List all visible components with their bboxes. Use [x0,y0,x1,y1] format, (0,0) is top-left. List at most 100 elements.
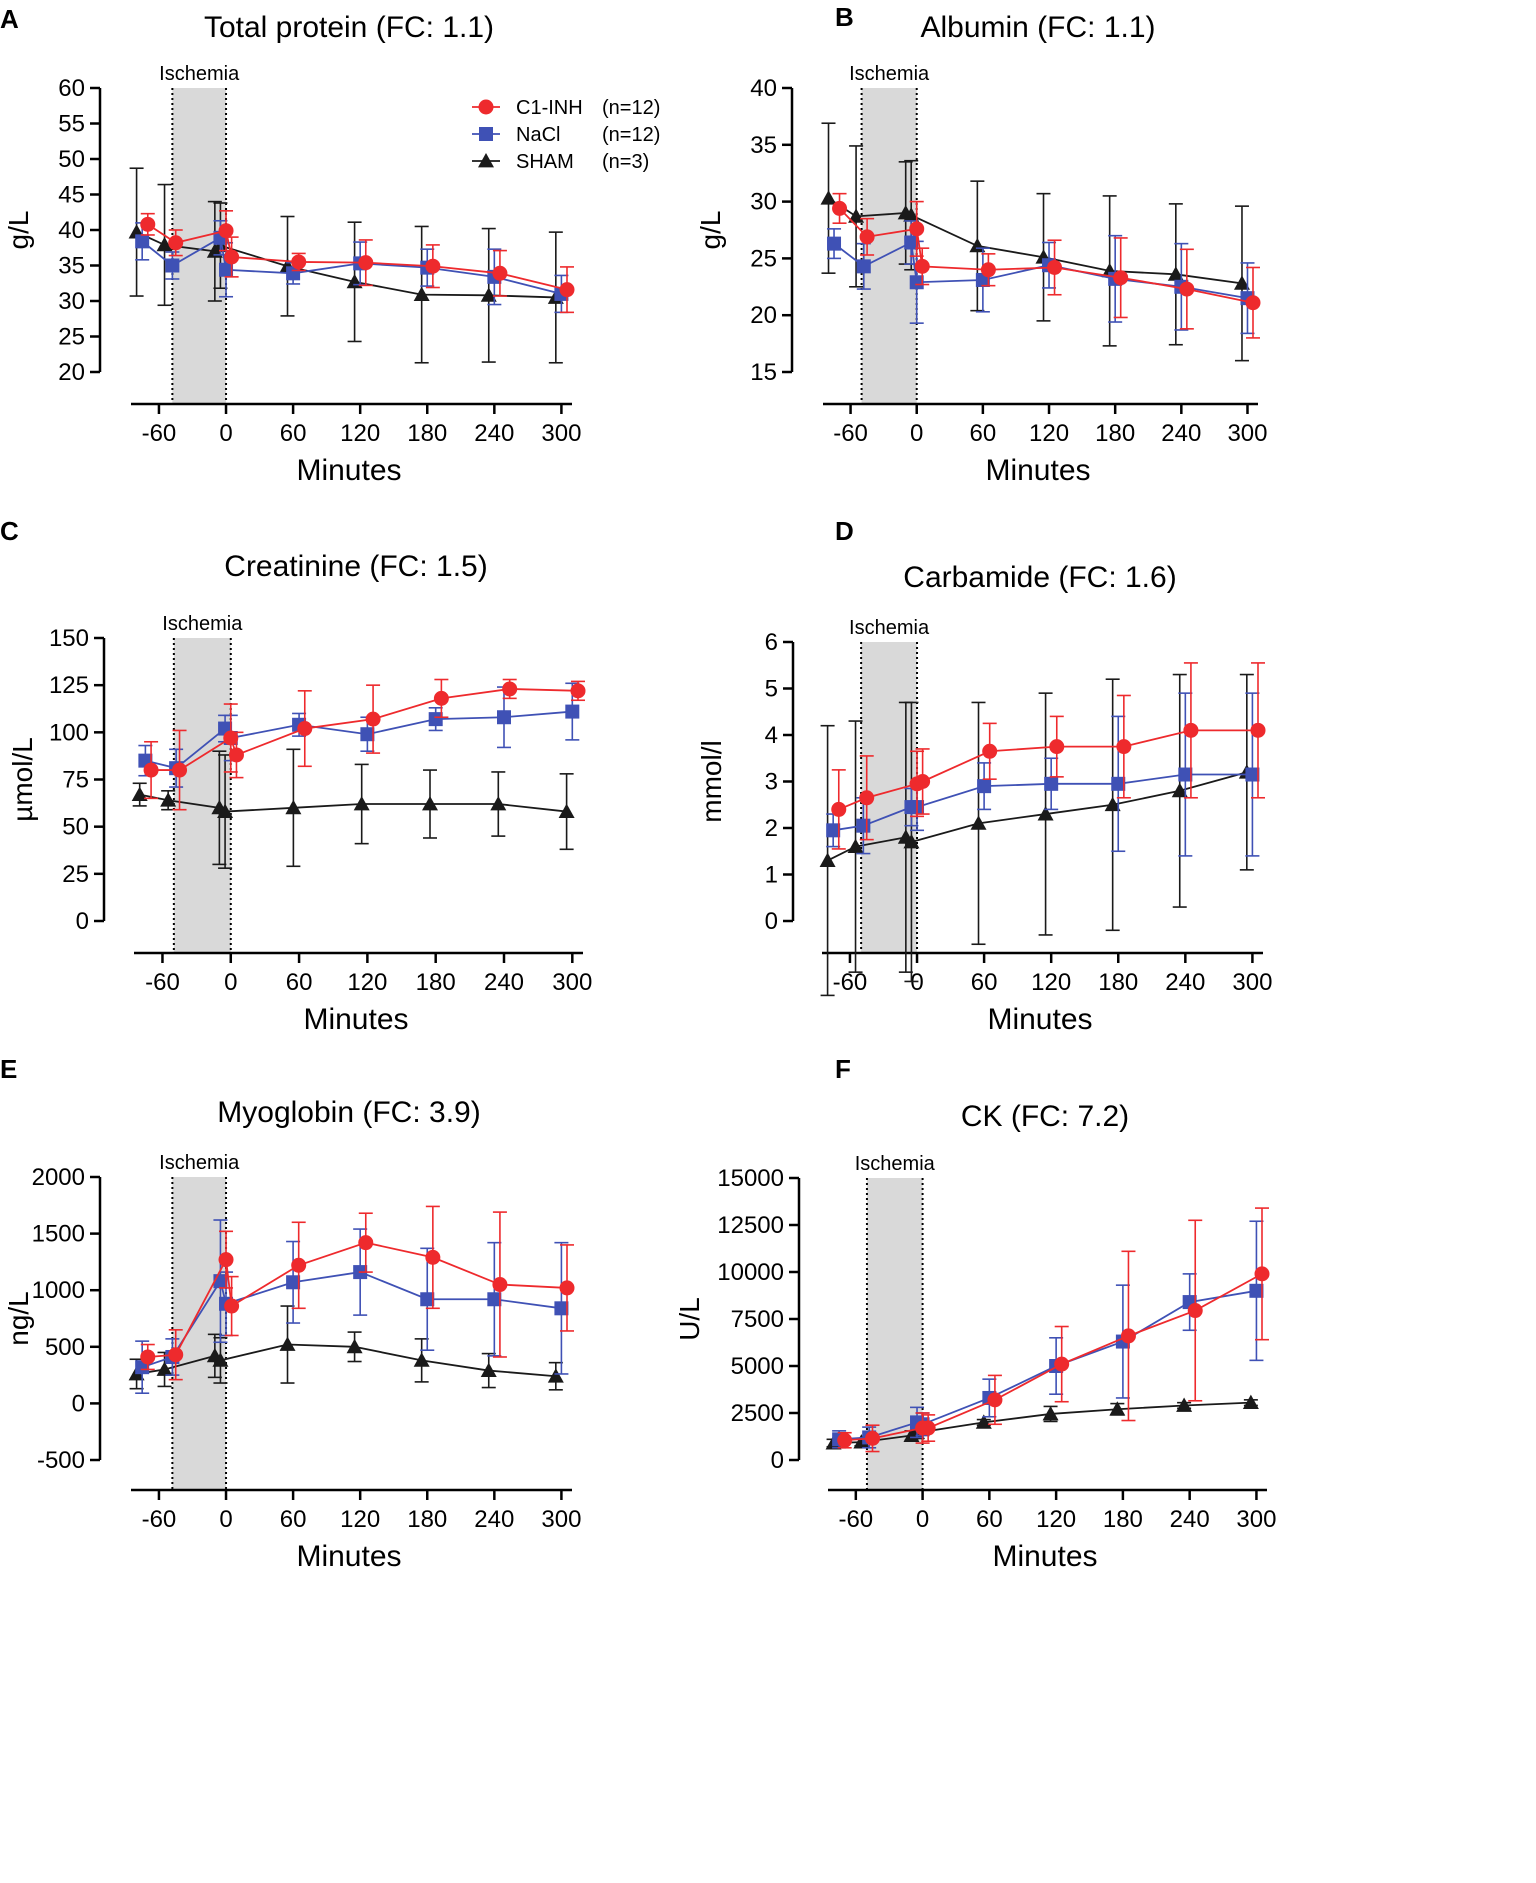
chart-title: Creatinine (FC: 1.5) [224,550,487,583]
x-tick-label: 180 [1103,1506,1143,1533]
x-axis-label: Minutes [985,454,1090,487]
x-tick-label: 240 [474,420,514,447]
data-point [853,1434,870,1449]
legend-count: (n=3) [602,151,649,173]
ischemia-label: Ischemia [162,613,243,635]
data-point [1176,1397,1193,1412]
y-tick-label: 12500 [717,1212,784,1239]
x-tick-label: 240 [474,1506,514,1533]
x-tick-label: 0 [910,969,923,996]
data-point [832,200,848,216]
data-point [422,796,438,811]
legend-count: (n=12) [602,124,660,146]
data-point [1167,266,1184,281]
y-tick-label: 40 [58,217,85,244]
data-point [1245,295,1261,311]
y-tick-label: 3 [765,769,778,796]
data-point [428,712,443,727]
data-point [1047,259,1063,275]
y-axis-label: g/L [695,211,726,250]
y-tick-label: 40 [750,75,777,102]
data-point [909,275,924,290]
data-point [285,799,302,815]
x-tick-label: -60 [833,969,868,996]
data-point [228,747,244,763]
data-point [554,1301,569,1316]
x-tick-label: 60 [976,1506,1003,1533]
data-point [1187,1303,1203,1319]
data-point [865,1430,881,1446]
data-point [140,1349,156,1365]
y-tick-label: 0 [76,908,89,935]
data-point [140,216,156,232]
series-c1-inh [140,1205,575,1381]
data-point [223,730,239,746]
x-tick-label: -60 [142,420,177,447]
series-sham [131,748,575,869]
y-tick-label: 150 [49,625,89,652]
series-c1-inh [837,1207,1270,1453]
ischemia-band [173,638,231,953]
data-point [1113,270,1129,286]
y-tick-label: 500 [45,1334,85,1361]
panel-d: D Carbamide (FC: 1.6) Ischemia 0 1 2 3 4 5 6 mmol/… [696,516,1272,1036]
y-tick-label: 25 [58,324,85,351]
data-point [168,235,184,251]
x-tick-label: 300 [1227,420,1267,447]
y-tick-label: 1000 [32,1277,85,1304]
y-tick-label: 10000 [717,1259,784,1286]
chart-title: Total protein (FC: 1.1) [204,11,494,44]
x-tick-label: 300 [1236,1506,1276,1533]
data-point [135,234,150,249]
data-point [492,265,508,281]
data-point [212,1352,229,1367]
x-tick-label: 240 [484,969,524,996]
x-tick-label: 0 [219,1506,232,1533]
y-tick-label: 2 [765,815,778,842]
y-tick-label: 2500 [731,1400,784,1427]
data-point [480,1362,497,1377]
data-point [143,762,159,778]
y-tick-label: 60 [58,75,85,102]
x-tick-label: 0 [910,420,923,447]
panel-c: C Creatinine (FC: 1.5) Ischemia 0 25 50 75 100 1… [0,516,592,1036]
data-point [497,710,511,725]
data-point [224,249,240,265]
y-tick-label: 55 [58,111,85,138]
chart-title: Carbamide (FC: 1.6) [903,561,1176,594]
legend-marker [478,153,494,168]
data-point [1242,1394,1259,1410]
x-tick-label: 60 [280,1506,307,1533]
x-tick-label: 240 [1170,1506,1210,1533]
data-point [1049,739,1065,755]
panel-e: E Myoglobin (FC: 3.9) Ischemia -500 0 500 1000… [0,1054,581,1573]
data-point [168,1347,184,1363]
data-point [848,208,865,223]
x-tick-label: 0 [224,969,237,996]
panel-letter: F [835,1054,851,1084]
data-point [565,704,580,719]
x-tick-label: 120 [340,1506,380,1533]
data-point [1037,806,1054,821]
data-point [909,221,925,237]
data-point [420,1292,435,1307]
data-point [915,774,931,789]
legend-label: NaCl [516,124,560,146]
y-axis-label: mmol/l [696,740,727,822]
y-tick-label: 7500 [731,1306,784,1333]
x-axis-label: Minutes [992,1540,1097,1573]
legend-item-nacl: NaCl (n=12) [472,124,660,146]
data-point [837,1432,853,1448]
x-axis-label: Minutes [296,1540,401,1573]
data-point [1179,281,1195,297]
legend-marker [478,99,494,115]
data-point [279,1336,296,1351]
data-point [1042,1405,1059,1421]
chart-title: Myoglobin (FC: 3.9) [217,1096,480,1129]
data-point [1104,796,1121,812]
y-tick-label: 125 [49,672,89,699]
x-tick-label: 120 [340,420,380,447]
data-point [982,743,998,759]
panel-b: B Albumin (FC: 1.1) Ischemia 15 20 25 30 35 40 g/… [695,2,1268,487]
